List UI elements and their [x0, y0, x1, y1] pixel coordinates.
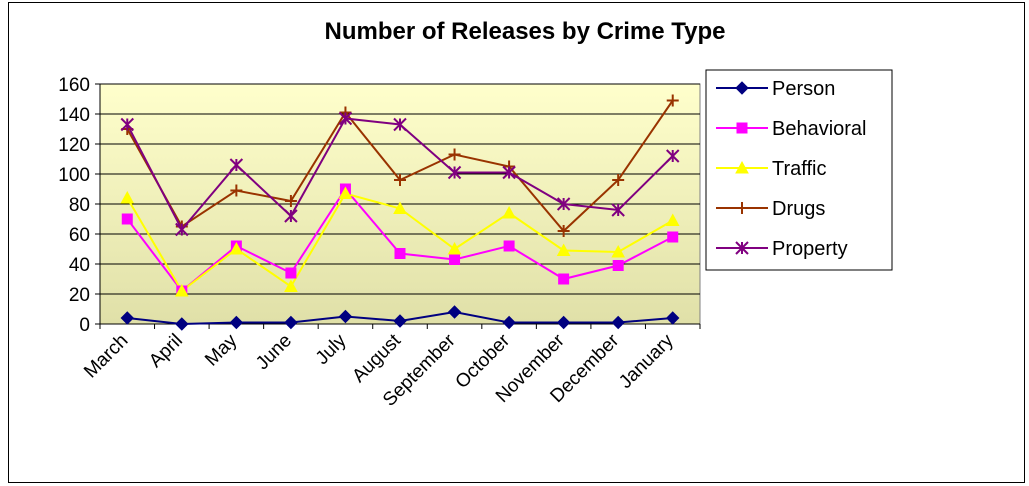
- y-tick-label: 140: [58, 105, 90, 126]
- x-tick-label: June: [252, 330, 296, 374]
- x-tick-label: March: [80, 330, 132, 382]
- y-tick-label: 80: [69, 195, 90, 216]
- legend-label-drugs: Drugs: [772, 198, 825, 220]
- data-point-behavioral: [122, 214, 132, 224]
- data-point-behavioral: [395, 249, 405, 259]
- x-tick-label: April: [145, 330, 187, 372]
- x-tick-label: May: [201, 330, 242, 371]
- y-tick-label: 100: [58, 165, 90, 186]
- data-point-behavioral: [286, 268, 296, 278]
- legend-marker-behavioral: [737, 123, 747, 133]
- x-tick-label: January: [615, 330, 678, 393]
- data-point-behavioral: [668, 232, 678, 242]
- data-point-behavioral: [450, 255, 460, 265]
- data-point-behavioral: [613, 261, 623, 271]
- legend-label-traffic: Traffic: [772, 158, 826, 180]
- legend-label-property: Property: [772, 238, 848, 260]
- legend: Person Behavioral Traffic Drugs Property: [706, 70, 892, 270]
- data-point-behavioral: [504, 241, 514, 251]
- y-tick-label: 160: [58, 75, 90, 96]
- y-tick-label: 0: [79, 315, 90, 336]
- y-tick-label: 40: [69, 255, 90, 276]
- y-tick-label: 60: [69, 225, 90, 246]
- legend-label-behavioral: Behavioral: [772, 118, 867, 140]
- x-tick-label: July: [312, 330, 351, 369]
- data-point-behavioral: [559, 274, 569, 284]
- y-tick-label: 20: [69, 285, 90, 306]
- y-tick-label: 120: [58, 135, 90, 156]
- legend-label-person: Person: [772, 78, 835, 100]
